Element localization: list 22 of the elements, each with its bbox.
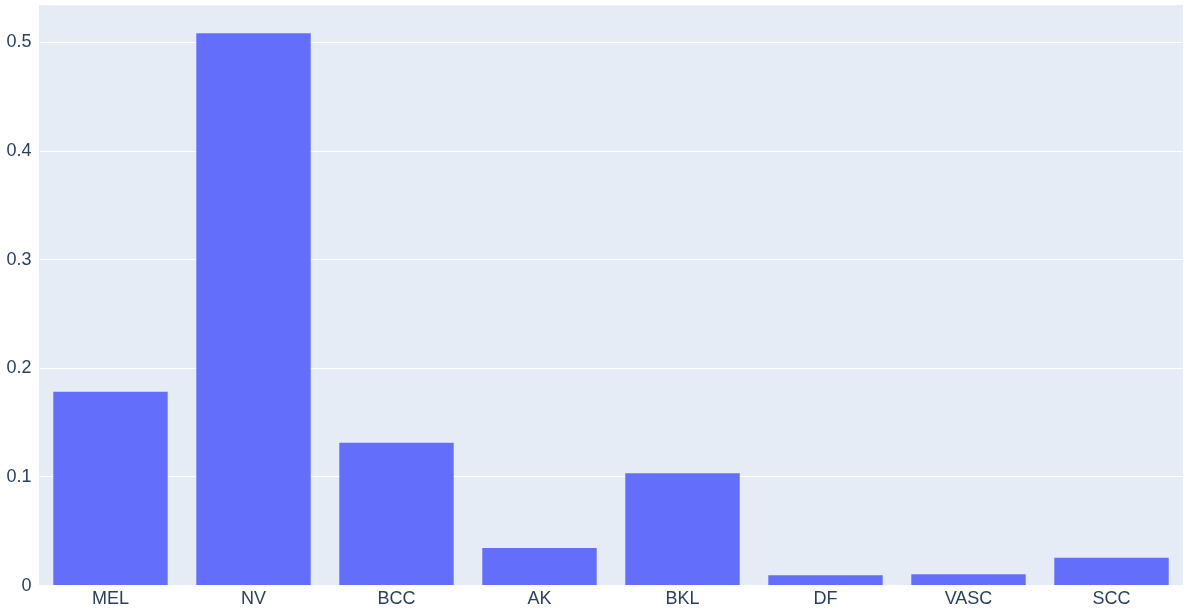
x-tick-label: DF	[813, 587, 838, 608]
y-tick-label: 0	[21, 574, 32, 595]
y-tick-label: 0.1	[6, 465, 32, 486]
y-tick-label: 0.4	[6, 140, 32, 161]
x-tick-label: MEL	[91, 587, 130, 608]
y-tick-label: 0.3	[6, 248, 32, 269]
bar	[339, 442, 454, 585]
bar	[482, 548, 597, 585]
x-tick-label: BCC	[377, 587, 416, 608]
x-tick-label: VASC	[944, 587, 993, 608]
bar	[53, 391, 168, 585]
x-tick-label: BKL	[665, 587, 700, 608]
bar	[1054, 557, 1169, 585]
x-tick-label: SCC	[1092, 587, 1131, 608]
y-tick-label: 0.2	[6, 357, 32, 378]
bar	[911, 574, 1026, 585]
x-tick-label: NV	[240, 587, 267, 608]
x-tick-label: AK	[527, 587, 552, 608]
bar	[625, 473, 740, 585]
bar	[768, 575, 883, 585]
y-tick-label: 0.5	[6, 31, 32, 52]
bar	[196, 33, 311, 585]
